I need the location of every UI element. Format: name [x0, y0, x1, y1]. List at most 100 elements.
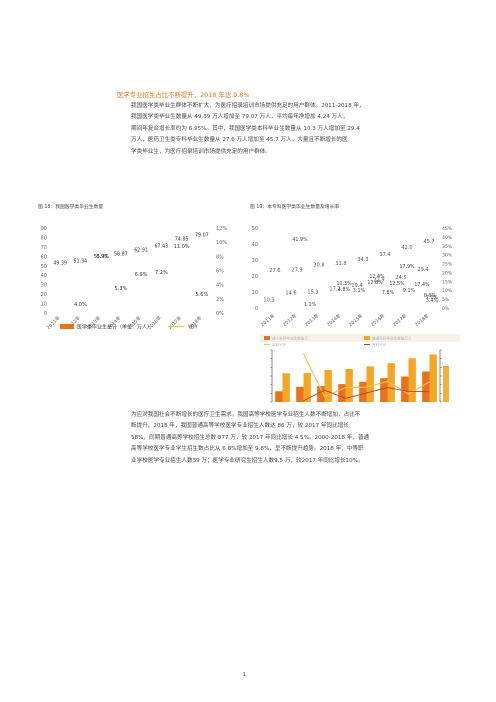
para1-line: 期间年复合增长率约为 6.95%。其中，我国医学类本科毕业生数量从 10.3 万… [131, 125, 360, 132]
x-tick-label: 2015年 [347, 312, 364, 328]
bar-data-label: 29.4 [417, 267, 428, 273]
x-tick-label: 2011年 [259, 312, 276, 328]
y-tick-label: 10 [41, 302, 47, 308]
yoy-data-label: 12.4% [369, 274, 385, 280]
para1-line: 我国医学类毕业生群体不断扩大，为医疗招录培训市场提供充足的用户群体。2011-2… [131, 103, 365, 109]
para2-line: 业学校医学专业招生人数39 万；医学专业研究生招生人数9.5 万，较2017 年… [131, 457, 364, 464]
legend-label: 专科YOY [372, 342, 387, 347]
bar-data-label: 24.5 [395, 275, 406, 281]
figure18-chart: 90 80 70 60 50 40 30 20 10 0 12% 10% 8% 6% 4% 2% 0% 49.39… [41, 226, 228, 331]
y2-tick-label: 45% [442, 226, 453, 232]
legend-swatch-bar [60, 324, 74, 329]
bar-data-label: 45.7 [423, 239, 434, 245]
y-tick-label: 30 [41, 283, 47, 289]
y2-tick-label: 0% [216, 311, 224, 317]
bar-series2 [408, 358, 416, 402]
y-tick-label: 0 [44, 311, 47, 317]
bar-series2 [366, 366, 374, 402]
bar-data-label: 58.87 [114, 251, 128, 257]
legend-label: 本科YOY [272, 342, 287, 347]
figure19-chart: 50 40 30 20 10 0 45% 40% 35% 30% 25% 20% 15% 10% 5% 0% 2… [252, 226, 460, 403]
y2-tick-label: 5% [442, 297, 450, 303]
yoy-data-label: 1.1% [304, 302, 317, 308]
figure19-title: 图 19：本专科医学类毕业生数量及增长率 [250, 205, 340, 210]
bar-series1 [359, 381, 367, 402]
y2-tick-label: 2% [216, 297, 224, 303]
bar-series1 [317, 386, 325, 402]
bar-data-label: 17.2 [329, 286, 340, 292]
yoy-data-label: 12.5% [389, 281, 405, 287]
section-heading: 医学专业招生占比不断提升，2018 年达 9.8% [117, 91, 250, 99]
y-tick-label: 0 [255, 306, 258, 312]
bar-series1 [338, 384, 346, 402]
bar-data-label: 14.6 [285, 291, 296, 297]
y-tick-label: 50 [41, 264, 47, 270]
y-tick-label: 40 [41, 273, 47, 279]
para1-line: 我国医学类毕业生数量从 49.39 万人增加至 79.07 万人，平均每年净增加… [131, 114, 349, 121]
yoy-data-label: 4.0% [74, 302, 87, 308]
bar-data-label: 62.91 [134, 248, 148, 254]
y2-tick-label: 35% [442, 244, 453, 250]
bar-overflow [443, 366, 449, 402]
bar-data-label: 27.6 [269, 268, 280, 274]
y-tick-label: 50 [252, 226, 258, 232]
x-tick-label: 2018年 [413, 312, 430, 328]
yoy-data-label: 41.9% [292, 237, 308, 243]
bar-data-label: 10.3 [263, 298, 274, 304]
para1-line: 万人，医药卫生类专科毕业生数量从 27.6 万人增加至 45.7 万人。大量且不… [131, 137, 348, 144]
bar-series1 [275, 391, 283, 402]
y2-tick-label: 30% [442, 253, 453, 259]
yoy-data-label: 3.4% [426, 298, 439, 304]
x-tick-label: 2011年 [45, 314, 62, 331]
body-paragraph: 为应对我国社会不断增长的医疗卫生需求，我国高等学校医学专业招生人数不断增加，占比… [131, 410, 461, 467]
bar-series2 [324, 369, 332, 402]
y-tick-label: 60 [41, 254, 47, 260]
yoy-data-label: 10.3% [336, 281, 352, 287]
y2-tick-label: 12% [216, 226, 227, 232]
y2-tick-label: 0% [442, 306, 450, 312]
bar-series1 [422, 371, 430, 402]
bar-data-label: 79.07 [195, 232, 209, 238]
bar-data-label: 37.4 [379, 252, 390, 258]
yoy-data-label: 3.1% [353, 288, 366, 294]
y2-tick-label: 40% [442, 235, 453, 241]
line-series-bk-yoy [303, 353, 430, 398]
legend-label: 成人本科毕业生数量万 [272, 336, 308, 341]
y-tick-label: 20 [252, 274, 258, 280]
bar-series2 [303, 372, 311, 402]
x-tick-label: 2017年 [167, 314, 184, 331]
para2-line: 断提升。2018 年，我国普通高等学校医学专业招生人数达 86 万，较 2017… [131, 423, 349, 430]
y2-tick-label: 25% [442, 262, 453, 268]
y-tick-label: 30 [252, 258, 258, 264]
para2-line: 58%，同期普通高等学校招生总数 877 万，较 2017 年同比增长 4.5%… [131, 434, 370, 441]
yoy-data-label: 17.9% [399, 264, 415, 270]
bar-series1 [296, 386, 304, 402]
yoy-data-label: 9.1% [403, 288, 416, 294]
legend-label: YOY [187, 325, 198, 331]
y2-tick-label: 6% [216, 269, 224, 275]
yoy-data-label: 8.9% [96, 254, 109, 260]
bar-series2 [282, 373, 290, 402]
bar-data-label: 42.0 [401, 245, 412, 251]
bar-data-label: 74.85 [175, 236, 189, 242]
bar-data-label: 31.8 [335, 261, 346, 267]
bar-series2 [429, 354, 437, 402]
y2-tick-label: 10% [216, 240, 227, 246]
yoy-data-label: 6.9% [135, 272, 148, 278]
bar-data-label: 49.39 [53, 260, 67, 266]
page-number: 1 [243, 672, 247, 678]
bar-series2 [345, 368, 353, 402]
para2-line: 为应对我国社会不断增长的医疗卫生需求，我国高等学校医学专业招生人数不断增加，占比… [131, 412, 361, 418]
yoy-data-label: 7.0% [426, 295, 439, 301]
x-tick-label: 2014年 [325, 312, 342, 328]
yoy-data-label: 8.9% [424, 293, 437, 299]
x-tick-label: 2012年 [281, 312, 298, 328]
yoy-data-label: 7.2% [155, 270, 168, 276]
y-tick-label: 70 [41, 245, 47, 251]
y-tick-label: 10 [252, 290, 258, 296]
figure18-title: 图 18：我国医学类毕业生数量 [38, 205, 104, 210]
y-tick-label: 90 [41, 226, 47, 232]
bar-data-label: 30.8 [313, 263, 324, 269]
y2-tick-label: 15% [442, 279, 453, 285]
y-tick-label: 80 [41, 235, 47, 241]
